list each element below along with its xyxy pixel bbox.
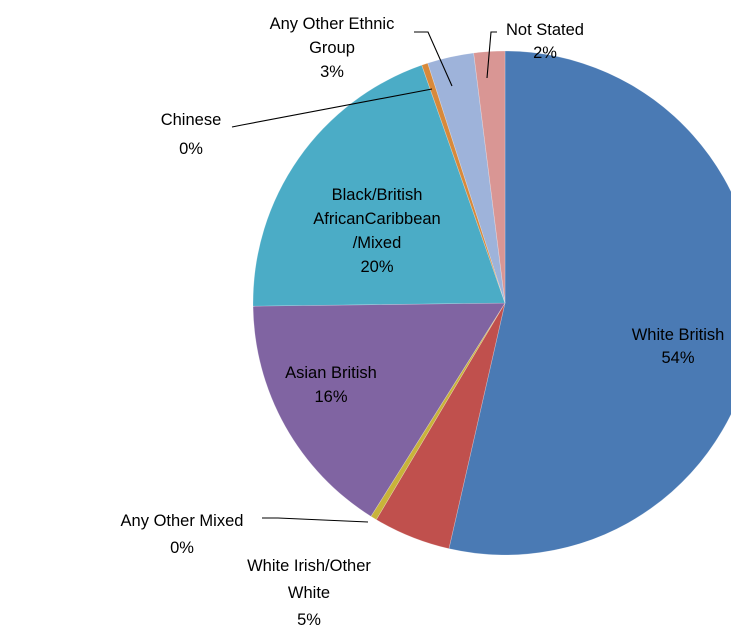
data-label-white-british-line: White British bbox=[632, 326, 725, 344]
pie-slice-white-british bbox=[448, 50, 731, 556]
data-label-white-british-line: 54% bbox=[661, 349, 694, 367]
leader-line-any-other-mixed bbox=[262, 517, 369, 523]
pie-slice-any-other-ethnic-group bbox=[427, 52, 506, 304]
data-labels: White British 54% White Irish/Other White 5%… bbox=[121, 15, 725, 629]
data-label-black-british-line: AfricanCaribbean bbox=[313, 210, 441, 228]
data-label-any-other-mixed-line: Any Other Mixed bbox=[121, 512, 244, 530]
data-label-white-british: White British 54% bbox=[632, 326, 725, 367]
pie-slice-asian-british bbox=[252, 302, 506, 517]
pie-slice-black-british-africancaribbean-mixed bbox=[252, 64, 506, 307]
pie-slice-white-irish-other-white bbox=[375, 302, 506, 550]
data-label-black-british: Black/British AfricanCaribbean/Mixed 20% bbox=[313, 186, 441, 276]
data-label-black-british-line: Black/British bbox=[332, 186, 423, 204]
data-label-chinese-line: 0% bbox=[179, 140, 203, 158]
data-label-asian-british-line: 16% bbox=[314, 388, 347, 406]
data-label-any-other-ethnic-group-line: 3% bbox=[320, 63, 344, 81]
leader-line-any-other-ethnic-group bbox=[414, 31, 453, 87]
data-label-white-irish-other-white-line: 5% bbox=[297, 611, 321, 629]
data-label-not-stated-line: 2% bbox=[533, 44, 557, 62]
data-label-asian-british-line: Asian British bbox=[285, 364, 377, 382]
data-label-chinese-line: Chinese bbox=[161, 111, 222, 129]
data-label-not-stated-line: Not Stated bbox=[506, 21, 584, 39]
data-label-black-british-line: /Mixed bbox=[353, 234, 402, 252]
data-label-any-other-ethnic-group-line: Any Other Ethnic bbox=[270, 15, 395, 33]
data-label-any-other-ethnic-group-line: Group bbox=[309, 39, 355, 57]
data-label-white-irish-other-white-line: White Irish/Other bbox=[247, 557, 371, 575]
leader-lines bbox=[231, 31, 497, 523]
pie-slices bbox=[252, 50, 731, 556]
data-label-asian-british: Asian British 16% bbox=[285, 364, 377, 406]
data-label-any-other-mixed-line: 0% bbox=[170, 539, 194, 557]
pie-slice-any-other-mixed bbox=[370, 302, 506, 521]
data-label-black-british-line: 20% bbox=[360, 258, 393, 276]
pie-slice-chinese bbox=[421, 62, 506, 304]
leader-line-chinese bbox=[231, 88, 433, 128]
data-label-chinese: Chinese 0% bbox=[161, 111, 222, 158]
data-label-not-stated: Not Stated 2% bbox=[506, 21, 584, 62]
data-label-any-other-ethnic-group: Any Other Ethnic Group 3% bbox=[270, 15, 395, 81]
leader-line-not-stated bbox=[486, 31, 497, 79]
data-label-white-irish-other-white-line: White bbox=[288, 584, 330, 602]
data-label-any-other-mixed: Any Other Mixed 0% bbox=[121, 512, 244, 557]
data-label-white-irish-other-white: White Irish/Other White 5% bbox=[247, 557, 371, 629]
